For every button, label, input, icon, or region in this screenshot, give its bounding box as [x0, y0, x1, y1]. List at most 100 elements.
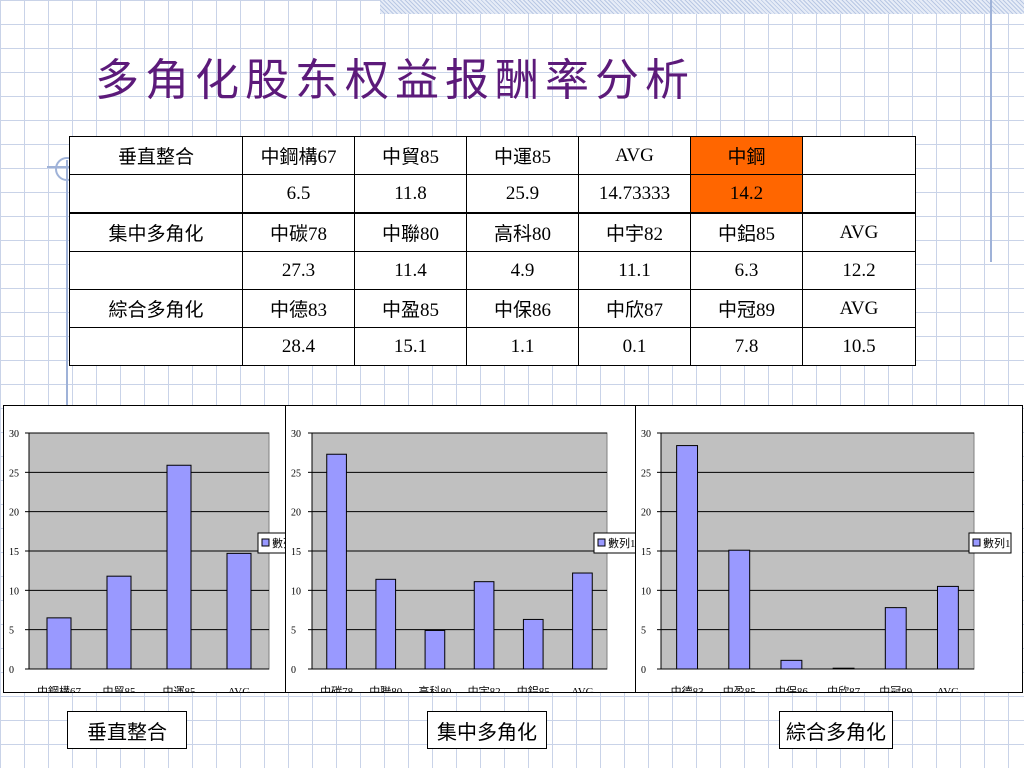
y-tick-label: 20	[291, 508, 301, 519]
x-tick-label: 中冠89	[879, 685, 912, 692]
x-tick-label: 中運85	[163, 685, 196, 692]
x-tick-label: 高科80	[418, 684, 451, 692]
decorative-vertical-line-left	[66, 160, 68, 410]
x-tick-label: 中保86	[775, 684, 808, 692]
x-tick-label: 中鋼構67	[37, 684, 81, 692]
legend-box	[968, 532, 1012, 554]
table-cell: AVG	[802, 289, 916, 328]
chart-caption: 綜合多角化	[779, 711, 893, 749]
bar	[884, 607, 907, 670]
bar	[572, 572, 593, 670]
y-tick-label: 20	[9, 508, 19, 519]
bar	[326, 453, 347, 670]
bar	[832, 667, 855, 670]
table-cell: 7.8	[690, 327, 803, 366]
table-cell-group-label: 集中多角化	[69, 212, 243, 252]
table-cell: 12.2	[802, 251, 916, 290]
bar	[676, 445, 699, 670]
table-cell: 25.9	[466, 174, 579, 214]
bar	[166, 464, 192, 670]
table-cell: 4.9	[466, 251, 579, 290]
decorative-vertical-line	[990, 0, 992, 262]
table-cell-group-label: 綜合多角化	[69, 289, 243, 328]
table-cell	[802, 136, 916, 175]
table-cell	[802, 174, 916, 214]
table-cell: 0.1	[578, 327, 691, 366]
table-cell: AVG	[802, 212, 916, 252]
y-tick-label: 0	[291, 665, 296, 676]
legend-box	[593, 532, 636, 554]
table-row: 綜合多角化 中德83 中盈85 中保86 中欣87 中冠89 AVG	[69, 289, 916, 328]
legend-label: 數列1	[983, 536, 1011, 550]
bar	[375, 578, 397, 670]
x-tick-label: 中宇82	[468, 685, 501, 692]
y-tick-label: 15	[641, 547, 651, 558]
x-tick-label: AVG	[937, 686, 959, 692]
chart-caption: 集中多角化	[427, 711, 547, 749]
table-cell: 1.1	[466, 327, 579, 366]
x-tick-label: 中德83	[671, 684, 704, 692]
table-row: 28.4 15.1 1.1 0.1 7.8 10.5	[69, 327, 916, 366]
y-tick-label: 5	[9, 626, 14, 637]
x-tick-label: AVG	[228, 686, 250, 692]
table-cell: 15.1	[354, 327, 467, 366]
y-tick-label: 25	[291, 468, 301, 479]
bar	[728, 549, 751, 670]
table-cell: 中德83	[242, 289, 355, 328]
table-cell	[69, 327, 243, 366]
table-row: 27.3 11.4 4.9 11.1 6.3 12.2	[69, 251, 916, 290]
bar	[473, 581, 495, 670]
table-cell: AVG	[578, 136, 691, 175]
table-cell	[69, 251, 243, 290]
bar	[46, 617, 72, 670]
legend-label: 數列1	[272, 536, 286, 550]
table-cell: 11.8	[354, 174, 467, 214]
table-cell: 27.3	[242, 251, 355, 290]
y-tick-label: 0	[641, 665, 646, 676]
y-tick-label: 10	[641, 586, 651, 597]
y-tick-label: 25	[641, 468, 651, 479]
table-row: 6.5 11.8 25.9 14.73333 14.2	[69, 174, 916, 214]
table-cell: 高科80	[466, 212, 579, 252]
x-tick-label: 中欣87	[827, 684, 860, 692]
bar	[226, 552, 252, 670]
table-cell: 中貿85	[354, 136, 467, 175]
table-cell: 中盈85	[354, 289, 467, 328]
legend-swatch	[972, 538, 981, 547]
y-tick-label: 10	[291, 586, 301, 597]
table-cell: 14.73333	[578, 174, 691, 214]
x-tick-label: 中聯80	[369, 685, 402, 692]
table-cell	[69, 174, 243, 214]
chart-panel-vertical-integration: 0 5 10 15 20 25 30 中鋼構67 中貿85 中運85 AVG 數列1	[3, 405, 287, 693]
x-tick-label: 中貿85	[103, 685, 136, 692]
bar-chart: 0 5 10 15 20 25 30 中德83 中盈85 中保86 中欣87 中冠89 AVG 數列1	[641, 429, 1012, 692]
y-tick-label: 30	[291, 429, 301, 440]
legend-swatch	[261, 538, 270, 547]
bar	[780, 659, 803, 670]
table-row: 集中多角化 中碳78 中聯80 高科80 中宇82 中鋁85 AVG	[69, 212, 916, 252]
bar-chart: 0 5 10 15 20 25 30 中碳78 中聯80 高科80 中宇82 中鋁85 AVG 數列1	[291, 429, 636, 692]
table-cell: 中碳78	[242, 212, 355, 252]
y-tick-label: 30	[641, 429, 651, 440]
chart-panel-concentric-diversification: 0 5 10 15 20 25 30 中碳78 中聯80 高科80 中宇82 中鋁85 AVG 數列1	[285, 405, 637, 693]
table-cell-highlighted: 中鋼	[690, 136, 803, 175]
legend-label: 數列1	[608, 536, 636, 550]
table-cell: 中冠89	[690, 289, 803, 328]
table-cell: 中宇82	[578, 212, 691, 252]
y-tick-label: 5	[291, 626, 296, 637]
bar	[424, 629, 446, 670]
y-tick-label: 30	[9, 429, 19, 440]
table-cell: 中鋁85	[690, 212, 803, 252]
legend-swatch	[597, 538, 606, 547]
bar	[522, 618, 544, 670]
table-row: 垂直整合 中鋼構67 中貿85 中運85 AVG 中鋼	[69, 136, 916, 175]
table-cell: 6.5	[242, 174, 355, 214]
table-cell: 28.4	[242, 327, 355, 366]
y-tick-label: 15	[9, 547, 19, 558]
bar-chart: 0 5 10 15 20 25 30 中鋼構67 中貿85 中運85 AVG 數列1	[9, 429, 286, 692]
y-tick-label: 20	[641, 508, 651, 519]
table-cell: 中欣87	[578, 289, 691, 328]
y-tick-label: 15	[291, 547, 301, 558]
bar	[106, 575, 132, 670]
table-cell: 中運85	[466, 136, 579, 175]
